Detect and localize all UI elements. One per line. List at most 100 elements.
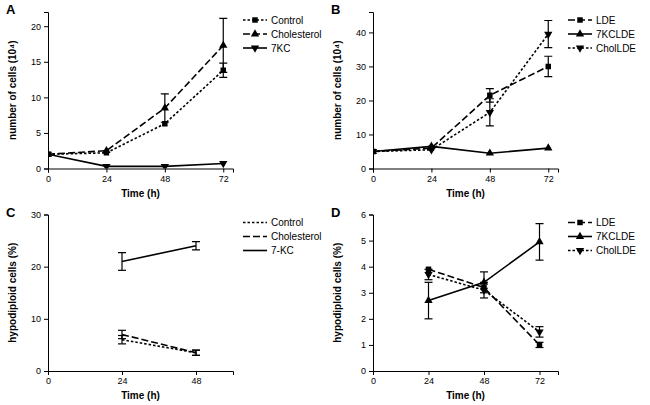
y-tick-label: 40 (356, 28, 366, 38)
x-axis: 0244872 (371, 169, 559, 184)
x-axis-title: Time (h) (121, 188, 160, 199)
x-tick-label: 48 (160, 174, 170, 184)
marker (535, 237, 543, 244)
y-tick-mark (369, 319, 373, 320)
y-tick-label: 15 (31, 57, 41, 67)
error-bar-cap (192, 350, 200, 351)
error-bar-cap (219, 77, 227, 78)
y-tick-mark (44, 133, 48, 134)
error-bar-cap (192, 355, 200, 356)
legend-item: LDE (568, 217, 616, 228)
y-tick-mark (369, 241, 373, 242)
legend-label: CholLDE (596, 43, 636, 54)
marker (486, 148, 494, 155)
error-bar (544, 21, 552, 48)
legend-item: Cholesterol (243, 29, 322, 40)
panel-label: D (331, 205, 340, 220)
legend-marker (577, 17, 582, 22)
y-axis-line (44, 215, 49, 372)
error-bar-cap (118, 343, 126, 344)
y-tick-mark (369, 100, 373, 101)
y-tick-label: 20 (31, 22, 41, 32)
x-tick: 24 (424, 371, 434, 386)
panel-label: C (6, 205, 16, 220)
y-tick-mark (369, 32, 373, 33)
series-line (48, 154, 223, 166)
x-tick: 24 (427, 169, 437, 184)
marker (161, 103, 169, 110)
y-tick-label: 0 (361, 366, 366, 376)
error-bar-cap (118, 252, 126, 253)
y-tick: 3 (361, 288, 373, 298)
error-bar-cap (161, 93, 169, 94)
x-tick: 0 (46, 169, 51, 184)
y-axis: 0102030 (31, 210, 49, 377)
legend-label: 7KCLDE (596, 231, 635, 242)
error-bar-cap (118, 338, 126, 339)
y-axis-line (369, 215, 374, 372)
x-tick: 24 (117, 371, 127, 386)
marker (480, 288, 488, 295)
series-line (373, 146, 548, 153)
legend-label: LDE (596, 217, 616, 228)
legend-label: Cholesterol (271, 231, 322, 242)
legend-label: Cholesterol (271, 29, 322, 40)
error-bar-cap (480, 271, 488, 272)
y-axis-title: hypodiploid cells (%) (332, 243, 343, 343)
legend-line (243, 236, 267, 238)
error-bar-cap (486, 88, 494, 89)
error-bar-cap (480, 282, 488, 283)
x-tick-label: 48 (191, 376, 201, 386)
y-tick-label: 10 (31, 93, 41, 103)
legend-label: LDE (596, 15, 616, 26)
x-tick: 72 (535, 371, 545, 386)
legend-marker (577, 220, 582, 225)
y-tick-mark (44, 215, 48, 216)
x-axis-line (49, 372, 234, 376)
error-bar-cap (192, 249, 200, 250)
series-line (373, 66, 548, 151)
y-tick-mark (369, 215, 373, 216)
y-tick: 10 (31, 314, 48, 324)
x-tick-mark (431, 169, 432, 173)
error-bar-cap (486, 125, 494, 126)
series-line (429, 242, 540, 301)
marker (102, 164, 110, 169)
marker (161, 164, 169, 169)
y-tick: 5 (361, 236, 373, 246)
legend-item: 7KC (243, 43, 290, 54)
marker (219, 41, 227, 48)
panel: C02448Time (h)0102030hypodiploid cells (… (6, 205, 322, 402)
marker (373, 149, 377, 156)
error-bar-cap (544, 20, 552, 21)
error-bar-stem (195, 350, 196, 355)
y-tick-mark (44, 169, 48, 170)
error-bar-cap (425, 282, 433, 283)
legend-line (243, 250, 267, 252)
x-tick-label: 72 (544, 174, 554, 184)
error-bar-cap (118, 270, 126, 271)
plot-area (118, 242, 200, 356)
y-axis: 0123456 (361, 210, 374, 377)
error-bar (192, 350, 200, 355)
series-line (48, 45, 223, 154)
y-tick-mark (44, 267, 48, 268)
y-tick-label: 5 (361, 236, 366, 246)
series-line (429, 269, 540, 345)
legend-item: CholLDE (568, 43, 636, 54)
x-tick: 48 (479, 371, 489, 386)
y-tick: 0 (361, 164, 373, 174)
x-tick: 0 (46, 371, 51, 386)
y-tick: 20 (31, 22, 48, 32)
error-bar (536, 224, 544, 261)
x-tick-mark (484, 371, 485, 375)
legend-marker (576, 29, 584, 36)
marker (487, 93, 492, 98)
error-bar-cap (425, 318, 433, 319)
x-tick-mark (429, 371, 430, 375)
error-bar-cap (161, 122, 169, 123)
y-tick-label: 5 (36, 128, 41, 138)
y-tick-mark (369, 345, 373, 346)
legend-label: 7KCLDE (596, 29, 635, 40)
y-tick-label: 10 (31, 314, 41, 324)
